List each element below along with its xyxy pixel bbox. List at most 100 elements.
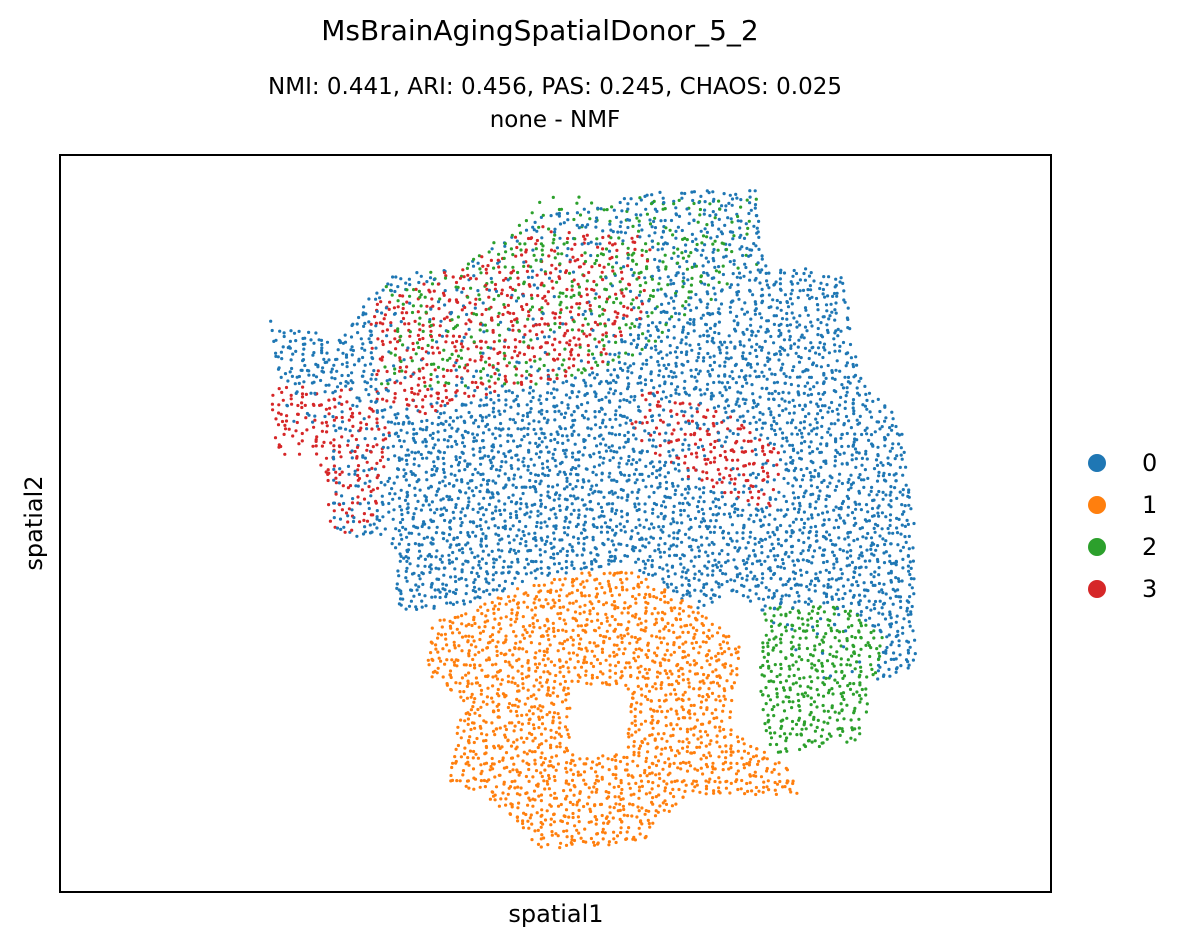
spot-cluster-3 bbox=[506, 303, 510, 307]
spot-cluster-0 bbox=[294, 391, 298, 395]
spot-cluster-0 bbox=[393, 492, 397, 496]
spot-cluster-0 bbox=[674, 294, 678, 298]
spot-cluster-0 bbox=[545, 459, 550, 463]
spot-cluster-0 bbox=[774, 280, 778, 284]
spot-cluster-3 bbox=[377, 427, 381, 431]
spot-cluster-0 bbox=[790, 311, 794, 315]
spot-cluster-0 bbox=[806, 548, 811, 552]
spot-cluster-2 bbox=[436, 380, 440, 384]
spot-cluster-3 bbox=[425, 304, 429, 308]
spot-cluster-0 bbox=[878, 534, 882, 538]
spot-cluster-0 bbox=[618, 405, 622, 409]
spot-cluster-0 bbox=[351, 348, 355, 353]
spot-cluster-3 bbox=[705, 471, 709, 475]
spot-cluster-0 bbox=[570, 545, 574, 549]
spot-cluster-0 bbox=[877, 470, 881, 474]
spot-cluster-3 bbox=[513, 318, 517, 322]
spot-cluster-0 bbox=[769, 410, 773, 414]
spot-cluster-2 bbox=[457, 365, 462, 369]
spot-cluster-0 bbox=[702, 500, 706, 504]
spot-cluster-0 bbox=[582, 378, 586, 382]
spot-cluster-3 bbox=[718, 453, 723, 458]
spot-cluster-0 bbox=[399, 554, 403, 559]
spot-cluster-0 bbox=[649, 535, 653, 539]
spot-cluster-0 bbox=[479, 537, 484, 541]
spot-cluster-2 bbox=[624, 323, 628, 327]
spot-cluster-2 bbox=[730, 250, 734, 254]
spot-cluster-0 bbox=[728, 515, 733, 519]
spot-cluster-0 bbox=[863, 559, 867, 563]
spot-cluster-0 bbox=[770, 392, 774, 396]
spot-cluster-3 bbox=[373, 315, 377, 319]
spot-cluster-0 bbox=[779, 508, 783, 512]
spot-cluster-0 bbox=[786, 508, 790, 512]
spot-cluster-0 bbox=[657, 363, 661, 367]
spot-cluster-2 bbox=[552, 237, 556, 242]
spot-cluster-0 bbox=[772, 314, 776, 318]
spot-cluster-3 bbox=[567, 357, 571, 361]
spot-cluster-0 bbox=[435, 340, 439, 344]
spot-cluster-0 bbox=[635, 496, 639, 500]
spot-cluster-0 bbox=[829, 538, 833, 543]
spot-cluster-2 bbox=[638, 283, 642, 288]
spot-cluster-0 bbox=[705, 340, 709, 344]
spot-cluster-0 bbox=[443, 289, 447, 293]
spot-cluster-0 bbox=[816, 497, 821, 501]
spot-cluster-0 bbox=[534, 432, 538, 436]
spot-cluster-0 bbox=[511, 439, 516, 443]
spot-cluster-0 bbox=[811, 492, 815, 496]
spot-cluster-2 bbox=[656, 242, 660, 246]
spot-cluster-0 bbox=[803, 346, 808, 350]
spot-cluster-0 bbox=[454, 505, 458, 510]
spot-cluster-2 bbox=[685, 267, 690, 271]
spot-cluster-0 bbox=[697, 554, 701, 559]
spot-cluster-0 bbox=[769, 413, 773, 417]
spot-cluster-0 bbox=[876, 420, 881, 424]
spot-cluster-0 bbox=[837, 479, 841, 483]
spot-cluster-0 bbox=[868, 559, 872, 563]
spot-cluster-0 bbox=[791, 520, 796, 524]
spot-cluster-3 bbox=[392, 400, 396, 404]
spot-cluster-0 bbox=[572, 494, 576, 498]
spot-cluster-2 bbox=[538, 357, 542, 361]
spot-cluster-3 bbox=[549, 271, 553, 275]
spot-cluster-0 bbox=[689, 406, 693, 410]
spot-cluster-0 bbox=[649, 355, 653, 359]
spot-cluster-3 bbox=[400, 311, 404, 315]
spot-cluster-0 bbox=[613, 413, 618, 417]
spot-cluster-0 bbox=[849, 356, 854, 360]
spot-cluster-0 bbox=[608, 525, 612, 530]
spot-cluster-3 bbox=[437, 307, 441, 311]
spot-cluster-2 bbox=[595, 283, 599, 287]
spot-cluster-2 bbox=[587, 349, 591, 353]
spot-cluster-0 bbox=[784, 374, 788, 378]
spot-cluster-3 bbox=[407, 403, 411, 407]
spot-cluster-3 bbox=[429, 394, 433, 398]
spot-cluster-0 bbox=[794, 351, 798, 355]
spot-cluster-0 bbox=[645, 449, 650, 454]
spot-cluster-0 bbox=[438, 450, 442, 454]
spot-cluster-0 bbox=[816, 412, 820, 416]
spot-cluster-0 bbox=[623, 530, 627, 534]
spot-cluster-0 bbox=[373, 467, 377, 471]
spot-cluster-0 bbox=[769, 549, 773, 553]
spot-cluster-0 bbox=[911, 559, 916, 563]
spot-cluster-0 bbox=[484, 396, 488, 400]
spot-cluster-0 bbox=[895, 432, 900, 436]
spot-cluster-3 bbox=[439, 404, 443, 408]
spot-cluster-0 bbox=[799, 335, 803, 339]
spot-cluster-0 bbox=[791, 491, 796, 495]
spot-cluster-3 bbox=[656, 404, 660, 408]
spot-cluster-0 bbox=[551, 456, 555, 460]
spot-cluster-0 bbox=[367, 393, 371, 397]
spot-cluster-0 bbox=[464, 543, 468, 547]
spot-cluster-0 bbox=[515, 453, 519, 457]
spot-cluster-0 bbox=[607, 391, 611, 395]
spot-cluster-0 bbox=[814, 351, 818, 355]
spot-cluster-0 bbox=[509, 565, 513, 569]
spot-cluster-0 bbox=[619, 559, 623, 563]
spot-cluster-0 bbox=[729, 340, 733, 344]
spot-cluster-0 bbox=[507, 427, 511, 431]
spot-cluster-0 bbox=[406, 510, 410, 515]
spot-cluster-0 bbox=[356, 484, 360, 488]
